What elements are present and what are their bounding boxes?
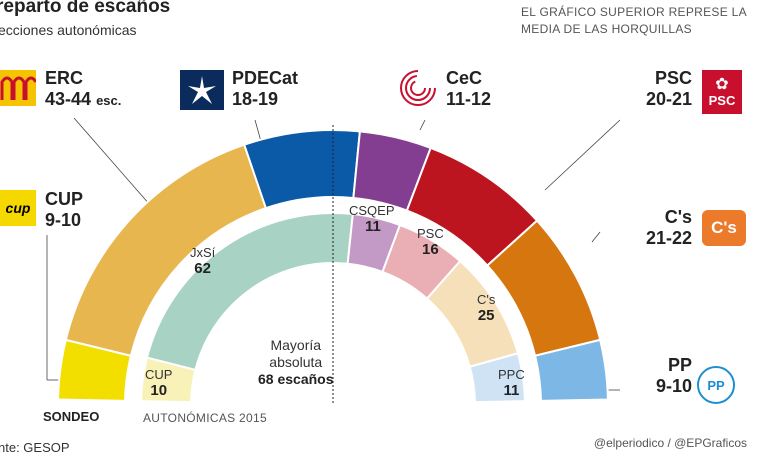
inner-cup-value: 10: [150, 382, 168, 399]
cs-value: 21-22: [645, 228, 692, 248]
chart-note: EL GRÁFICO SUPERIOR REPRESE LA MEDIA DE …: [521, 5, 747, 36]
inner-psc-name: PSC: [417, 226, 444, 241]
label-pdecat: PDECat 18-19: [232, 68, 298, 110]
inner-label-cs: C's 25: [477, 292, 495, 324]
pdecat-value: 18-19: [232, 89, 279, 109]
leader-line: [73, 117, 151, 206]
pp-value: 9-10: [655, 376, 692, 396]
inner-cup-name: CUP: [145, 367, 173, 382]
psc-logo-text: PSC: [708, 92, 736, 108]
cup-name: CUP: [45, 189, 84, 209]
cs-logo-icon: C's: [702, 210, 746, 246]
label-psc: PSC 20-21: [632, 68, 692, 110]
cup-value: 9-10: [45, 210, 82, 230]
inner-label-csqep: CSQEP 11: [349, 203, 395, 235]
pdecat-logo-icon: [180, 70, 224, 110]
autonomicas-label: AUTONÓMICAS 2015: [143, 411, 267, 425]
cec-value: 11-12: [446, 89, 492, 109]
erc-unit: esc.: [96, 93, 122, 108]
credit-text: @elperiodico / @EPGraficos: [593, 436, 747, 450]
label-cup: CUP 9-10: [45, 189, 83, 231]
psc-logo-icon: ✿ PSC: [702, 70, 742, 114]
jxsi-name: JxSí: [190, 245, 216, 260]
majority-line3: 68 escaños: [258, 371, 334, 387]
inner-cs-name: C's: [477, 292, 496, 307]
inner-psc-value: 16: [422, 241, 439, 258]
inner-cs-value: 25: [477, 307, 495, 324]
pp-name: PP: [667, 355, 692, 375]
sondeo-label: SONDEO: [43, 409, 100, 424]
label-erc: ERC 43-44 esc.: [45, 68, 121, 112]
pdecat-name: PDECat: [232, 68, 299, 88]
psc-value: 20-21: [645, 89, 692, 109]
erc-logo-icon: [0, 70, 36, 106]
erc-value: 43-44: [45, 89, 92, 109]
ppc-name: PPC: [498, 367, 525, 382]
leader-line: [544, 119, 621, 191]
outer-arcs-pp-segment: [533, 338, 609, 402]
cs-name: C's: [664, 207, 692, 227]
csqep-value: 11: [365, 218, 381, 235]
psc-name: PSC: [654, 68, 692, 88]
erc-name: ERC: [45, 68, 84, 88]
inner-arcs-ppc-segment: [468, 352, 526, 404]
cs-logo-text: C's: [711, 218, 737, 237]
cec-name: CeC: [446, 68, 483, 88]
inner-label-psc: PSC 16: [417, 226, 444, 258]
label-pp: PP 9-10: [632, 355, 692, 397]
pp-logo-icon: PP: [697, 366, 735, 404]
chart-subtitle: ecciones autonómicas: [0, 22, 137, 38]
inner-label-cup: CUP 10: [145, 367, 172, 399]
csqep-name: CSQEP: [349, 203, 395, 218]
ppc-value: 11: [503, 382, 520, 399]
leader-line: [419, 119, 426, 131]
source-text: nte: GESOP: [0, 440, 70, 455]
cec-logo-icon: [398, 68, 438, 108]
cup-logo-text: cup: [5, 200, 31, 216]
inner-label-ppc: PPC 11: [498, 367, 525, 399]
label-cec: CeC 11-12: [446, 68, 491, 110]
majority-line1: Mayoría: [270, 337, 322, 353]
pp-logo-text: PP: [707, 377, 725, 393]
chart-title: reparto de escaños: [0, 0, 171, 17]
label-cs: C's 21-22: [632, 207, 692, 249]
majority-label: Mayoría absoluta 68 escaños: [258, 337, 334, 388]
jxsi-value: 62: [194, 260, 211, 277]
cup-logo-icon: cup: [0, 190, 36, 226]
outer-arcs-pdecat-segment: [242, 129, 362, 210]
majority-line2: absoluta: [269, 354, 323, 370]
inner-label-jxsi: JxSí 62: [190, 245, 215, 277]
leader-line: [591, 231, 601, 243]
